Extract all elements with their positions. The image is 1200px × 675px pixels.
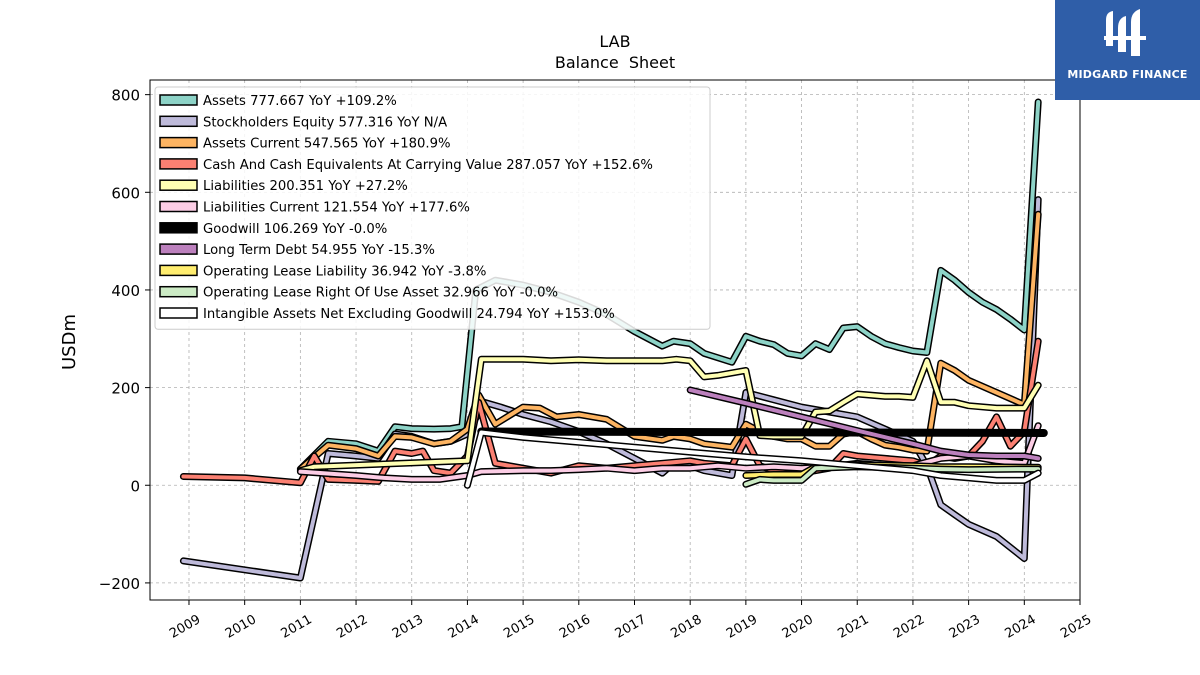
legend-item: Cash And Cash Equivalents At Carrying Va… xyxy=(159,158,653,173)
series-11 xyxy=(463,429,1042,489)
logo-emblem-icon xyxy=(1104,9,1146,56)
x-tick-label: 2025 xyxy=(1058,612,1094,642)
series-line xyxy=(477,427,1048,437)
x-tick-label: 2011 xyxy=(279,612,315,642)
series-line xyxy=(465,430,1041,488)
legend-swatch xyxy=(159,94,198,106)
y-axis-label: USDm xyxy=(59,314,80,370)
series-3 xyxy=(296,210,1042,473)
logo-text: MIDGARD FINANCE xyxy=(1067,68,1188,81)
y-tick-label: 200 xyxy=(111,380,140,398)
legend-item: Liabilities 200.351 YoY +27.2% xyxy=(159,179,408,194)
x-tick-label: 2017 xyxy=(613,612,649,642)
x-tick-label: 2009 xyxy=(167,612,203,642)
series-1 xyxy=(296,98,1042,473)
legend-swatch xyxy=(159,285,198,298)
x-tick-label: 2013 xyxy=(390,612,426,642)
legend-item: Long Term Debt 54.955 YoY -15.3% xyxy=(159,243,435,258)
legend-label: Operating Lease Liability 36.942 YoY -3.… xyxy=(203,264,486,279)
x-tick-label: 2024 xyxy=(1002,612,1038,642)
series-8 xyxy=(686,386,1042,462)
legend-item: Stockholders Equity 577.316 YoY N/A xyxy=(159,115,447,130)
legend-label: Long Term Debt 54.955 YoY -15.3% xyxy=(203,243,435,258)
legend-swatch xyxy=(159,200,198,213)
legend-item: Operating Lease Liability 36.942 YoY -3.… xyxy=(159,264,486,279)
series-line xyxy=(298,423,1041,482)
x-tick-label: 2015 xyxy=(501,612,537,642)
x-tick-label: 2018 xyxy=(668,612,704,642)
legend-item: Assets Current 547.565 YoY +180.9% xyxy=(159,136,451,152)
x-tick-label: 2021 xyxy=(835,612,871,642)
legend-item: Liabilities Current 121.554 YoY +177.6% xyxy=(159,200,470,216)
chart-subtitle: Balance Sheet xyxy=(555,53,675,72)
legend-swatch xyxy=(159,307,198,319)
y-tick-label: 600 xyxy=(111,184,140,202)
series-line xyxy=(688,388,1041,461)
series-7 xyxy=(477,427,1048,437)
legend-swatch xyxy=(159,179,198,191)
legend-label: Liabilities Current 121.554 YoY +177.6% xyxy=(203,201,470,216)
midgard-finance-logo: MIDGARD FINANCE xyxy=(1055,0,1200,100)
legend-label: Assets 777.667 YoY +109.2% xyxy=(203,94,397,109)
x-tick-label: 2014 xyxy=(446,612,482,642)
legend-label: Assets Current 547.565 YoY +180.9% xyxy=(203,137,451,152)
legend-item: Goodwill 106.269 YoY -0.0% xyxy=(159,222,387,237)
y-tick-label: −200 xyxy=(99,575,140,593)
legend-item: Assets 777.667 YoY +109.2% xyxy=(159,94,397,109)
series-line xyxy=(298,212,1041,472)
legend-label: Liabilities 200.351 YoY +27.2% xyxy=(203,179,408,194)
legend-swatch xyxy=(159,115,198,128)
legend: Assets 777.667 YoY +109.2% Stockholders E… xyxy=(154,86,711,330)
x-tick-label: 2020 xyxy=(780,612,816,642)
y-tick-label: 800 xyxy=(111,87,140,105)
legend-swatch xyxy=(159,158,198,170)
legend-label: Intangible Assets Net Excluding Goodwill… xyxy=(203,307,615,322)
x-tick-label: 2023 xyxy=(947,612,983,642)
legend-item: Operating Lease Right Of Use Asset 32.96… xyxy=(159,285,558,301)
legend-label: Operating Lease Right Of Use Asset 32.96… xyxy=(203,286,558,301)
legend-box xyxy=(154,86,711,330)
legend-label: Stockholders Equity 577.316 YoY N/A xyxy=(203,115,447,130)
legend-label: Cash And Cash Equivalents At Carrying Va… xyxy=(203,158,653,173)
series-line xyxy=(298,100,1041,472)
chart-title: LAB xyxy=(599,32,630,51)
legend-swatch xyxy=(159,243,198,255)
legend-swatch xyxy=(159,222,198,234)
plot-frame xyxy=(149,79,1081,601)
legend-swatch xyxy=(159,264,198,277)
legend-item: Intangible Assets Net Excluding Goodwill… xyxy=(159,307,615,322)
legend-swatch xyxy=(159,136,198,149)
y-tick-label: 400 xyxy=(111,282,140,300)
legend-label: Goodwill 106.269 YoY -0.0% xyxy=(203,222,387,237)
x-tick-label: 2022 xyxy=(891,612,927,642)
series-6 xyxy=(296,422,1042,483)
series-group xyxy=(179,98,1048,582)
x-tick-label: 2010 xyxy=(223,612,259,642)
x-tick-label: 2016 xyxy=(557,612,593,642)
x-tick-label: 2019 xyxy=(724,612,760,642)
y-tick-label: 0 xyxy=(130,477,140,495)
x-tick-label: 2012 xyxy=(334,612,370,642)
